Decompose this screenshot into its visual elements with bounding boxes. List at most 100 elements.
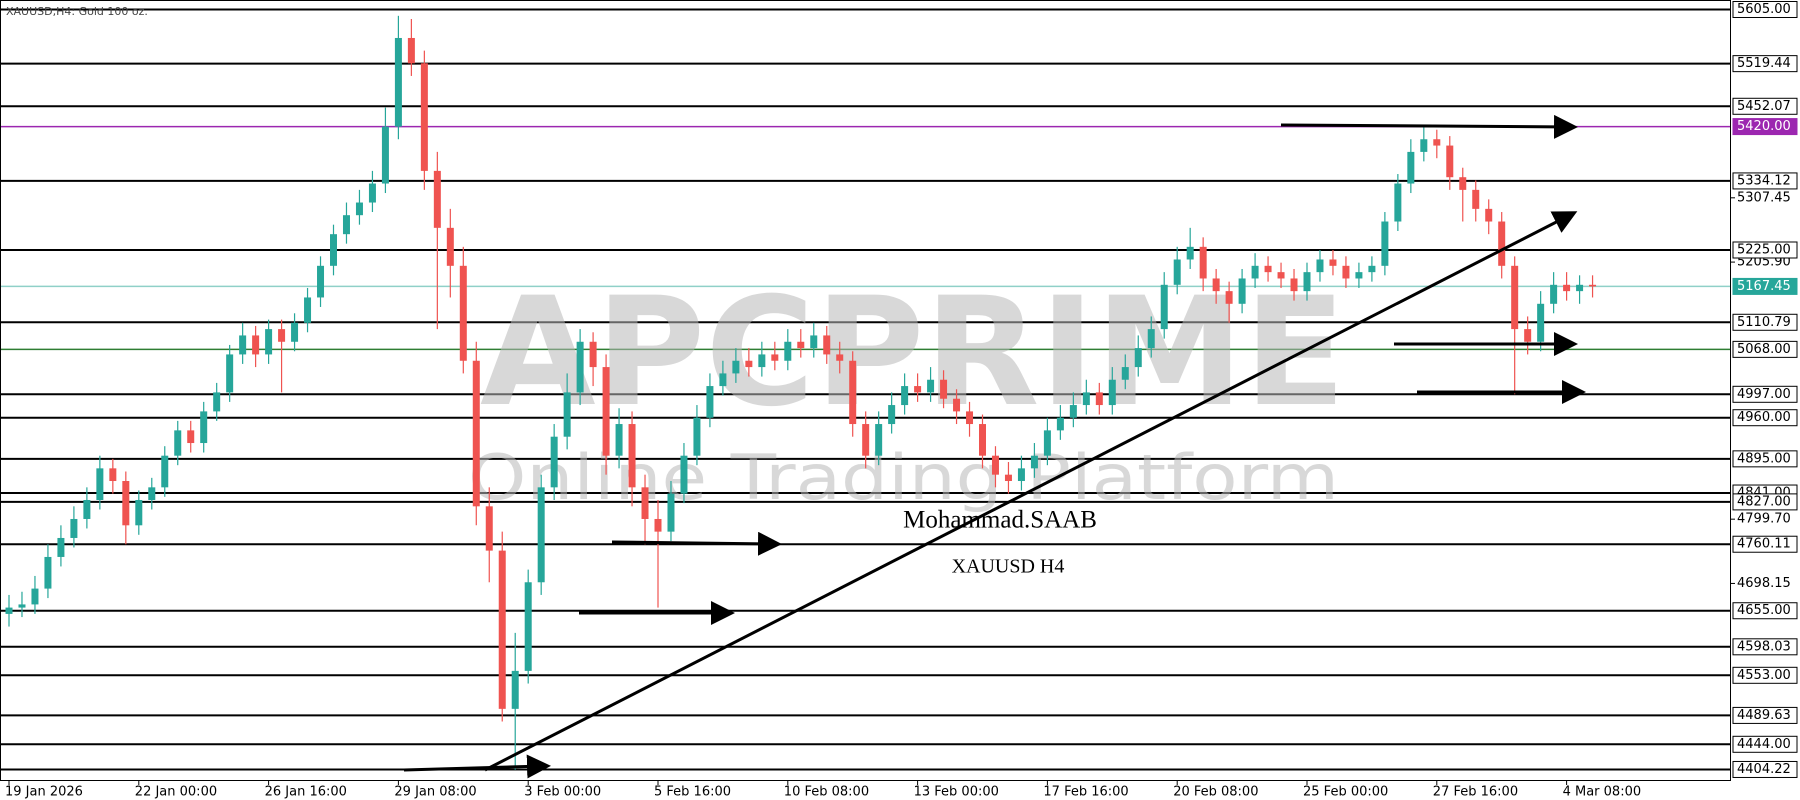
level-label-box	[1732, 97, 1798, 115]
candle-body	[589, 341, 597, 368]
candle-body	[96, 468, 104, 500]
level-label-box	[1732, 638, 1798, 656]
level-label-box	[1732, 760, 1798, 778]
level-label-box	[1732, 493, 1798, 511]
candle-body	[1186, 246, 1194, 260]
level-label-box	[1732, 340, 1798, 358]
candle-body	[1108, 379, 1116, 406]
candle-body	[1147, 329, 1155, 349]
candle-body	[680, 455, 688, 494]
trend-line	[484, 211, 1578, 772]
candle-body	[342, 215, 350, 235]
candle-body	[1589, 284, 1597, 287]
candles	[5, 15, 1597, 770]
candle-body	[719, 373, 727, 387]
level-label-box	[1732, 277, 1798, 295]
y-tick-label: 5307.45	[1737, 190, 1791, 205]
candle-body	[57, 537, 65, 557]
candle-body	[278, 329, 286, 342]
candle-body	[1485, 208, 1493, 222]
candle-body	[1212, 278, 1220, 292]
candle-body	[368, 183, 376, 203]
candle-body	[1394, 183, 1402, 222]
candle-body	[641, 487, 649, 519]
candle-body	[1199, 246, 1207, 279]
y-tick-label: 4698.15	[1737, 576, 1791, 591]
level-label: 4598.03	[1737, 639, 1791, 654]
candle-body	[265, 329, 273, 355]
candle-body	[693, 417, 701, 456]
x-tick-label: 13 Feb 00:00	[914, 785, 999, 800]
level-label: 5452.07	[1737, 99, 1791, 114]
candle-body	[1043, 430, 1051, 456]
candle-body	[433, 170, 441, 228]
x-tick-label: 10 Feb 08:00	[784, 785, 869, 800]
level-label-box	[1732, 313, 1798, 331]
candle-body	[849, 360, 857, 425]
drawings	[403, 114, 1586, 779]
candle-body	[44, 556, 52, 589]
candle-body	[615, 424, 623, 456]
level-label: 4895.00	[1737, 451, 1791, 466]
candle-body	[914, 386, 922, 393]
candle-body	[563, 392, 571, 437]
level-label: 5605.00	[1737, 2, 1791, 17]
candle-body	[1095, 392, 1103, 406]
candle-body	[732, 360, 740, 374]
candle-body	[1069, 405, 1077, 418]
level-label: 5225.00	[1737, 242, 1791, 257]
candle-body	[252, 335, 260, 355]
level-label: 5334.12	[1737, 173, 1791, 188]
candle-body	[420, 63, 428, 171]
candle-body	[836, 354, 844, 361]
arrow	[611, 531, 782, 556]
candle-body	[304, 297, 312, 323]
candle-body	[1446, 145, 1454, 178]
level-label-box	[1732, 118, 1798, 136]
candle-body	[187, 430, 195, 444]
axes: 5307.455205.904799.704698.155605.005519.…	[5, 0, 1798, 800]
candle-body	[745, 360, 753, 368]
candle-body	[485, 506, 493, 551]
plot-frame	[0, 0, 1731, 781]
candle-body	[1251, 265, 1259, 279]
candle-body	[953, 398, 961, 412]
candle-body	[226, 354, 234, 393]
candle-body	[330, 234, 337, 266]
candle-body	[654, 518, 662, 532]
candle-body	[161, 455, 169, 488]
candle-body	[1160, 284, 1168, 330]
candle-body	[1056, 417, 1064, 431]
level-label-box	[1732, 409, 1798, 427]
candle-body	[239, 335, 247, 355]
level-label-box	[1732, 241, 1798, 259]
candle-body	[1368, 265, 1376, 273]
candle-body	[83, 499, 91, 519]
candle-body	[901, 386, 909, 406]
candle-body	[823, 335, 831, 355]
candle-body	[810, 335, 818, 349]
candle-body	[135, 499, 143, 526]
candle-body	[1459, 177, 1467, 190]
level-label: 4760.11	[1737, 537, 1791, 552]
candle-body	[407, 37, 415, 64]
level-label: 4444.00	[1737, 737, 1791, 752]
candle-body	[446, 227, 454, 266]
candle-body	[291, 322, 299, 342]
candle-body	[875, 424, 883, 456]
x-tick-label: 4 Mar 08:00	[1563, 785, 1642, 800]
candle-body	[966, 411, 974, 425]
watermark-title: APCPRIME	[480, 266, 1346, 440]
candle-body	[991, 455, 999, 475]
candle-body	[200, 411, 208, 444]
level-label: 4404.22	[1737, 762, 1791, 777]
level-label-box	[1732, 735, 1798, 753]
candle-body	[1576, 284, 1584, 292]
annotation: Mohammad.SAAB	[903, 507, 1097, 534]
candle-body	[1225, 291, 1233, 304]
candle-body	[472, 360, 480, 507]
candle-body	[1264, 265, 1272, 273]
y-tick-label: 4799.70	[1737, 512, 1791, 527]
x-tick-label: 22 Jan 00:00	[135, 785, 217, 800]
